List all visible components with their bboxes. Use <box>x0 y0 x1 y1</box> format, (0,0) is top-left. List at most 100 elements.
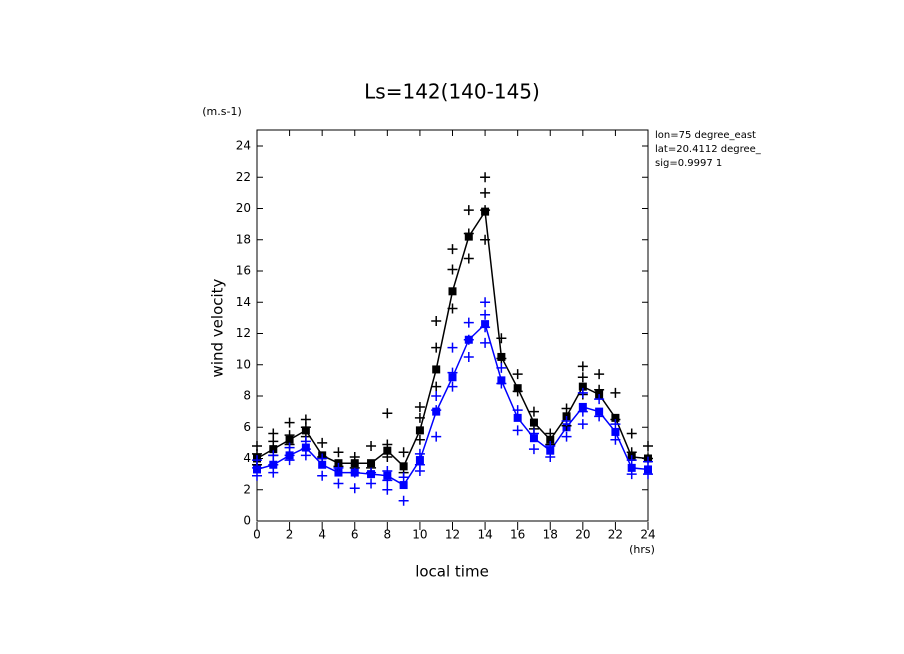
cross-marker <box>545 428 556 439</box>
cross-marker <box>349 451 360 462</box>
cross-marker <box>333 447 344 458</box>
cross-marker <box>300 450 311 461</box>
cross-marker <box>317 470 328 481</box>
cross-marker <box>594 411 605 422</box>
point-marker <box>399 462 408 471</box>
cross-marker <box>431 405 442 416</box>
cross-marker <box>545 451 556 462</box>
cross-marker <box>382 439 393 450</box>
y-tick-label: 16 <box>236 264 251 278</box>
cross-marker <box>463 228 474 239</box>
x-axis-label: local time <box>415 563 489 581</box>
cross-marker <box>561 431 572 442</box>
cross-marker <box>414 401 425 412</box>
point-marker <box>611 427 620 436</box>
cross-marker <box>594 369 605 380</box>
cross-marker <box>252 470 262 481</box>
y-tick-label: 14 <box>236 295 251 309</box>
cross-marker <box>577 372 588 383</box>
cross-marker <box>480 172 491 183</box>
cross-marker <box>528 406 539 417</box>
cross-marker <box>512 386 523 397</box>
cross-marker <box>382 408 393 419</box>
cross-marker <box>431 316 442 326</box>
point-marker <box>627 463 636 472</box>
x-tick-label: 20 <box>575 528 590 542</box>
cross-marker <box>366 467 377 478</box>
cross-marker <box>463 253 474 264</box>
cross-marker <box>414 434 425 445</box>
y-tick-label: 24 <box>236 139 251 153</box>
x-tick-label: 2 <box>286 528 294 542</box>
cross-marker <box>577 361 588 372</box>
cross-marker <box>463 317 474 328</box>
point-marker <box>448 287 457 296</box>
cross-marker <box>512 425 523 436</box>
annotation: lat=20.4112 degree_ <box>655 144 762 155</box>
cross-marker <box>561 403 572 414</box>
cross-marker <box>610 387 621 398</box>
point-marker <box>383 446 392 455</box>
cross-marker <box>463 351 474 362</box>
cross-marker <box>300 422 311 433</box>
cross-marker <box>577 406 588 417</box>
cross-marker <box>268 450 279 461</box>
cross-marker <box>398 472 409 483</box>
cross-marker <box>545 441 556 451</box>
cross-marker <box>643 469 653 480</box>
cross-marker <box>480 234 491 245</box>
cross-marker <box>382 451 393 462</box>
x-tick-label: 0 <box>253 528 261 542</box>
cross-marker <box>447 244 458 255</box>
cross-marker <box>512 405 523 416</box>
cross-marker <box>414 466 425 476</box>
cross-marker <box>561 416 572 426</box>
cross-marker <box>496 333 507 344</box>
cross-marker <box>480 187 491 198</box>
cross-marker <box>398 447 409 458</box>
cross-marker <box>480 297 491 308</box>
cross-marker <box>333 462 344 473</box>
cross-marker <box>431 381 442 392</box>
cross-marker <box>463 334 474 345</box>
y-tick-label: 20 <box>236 201 251 215</box>
cross-marker <box>431 342 442 353</box>
cross-marker <box>610 419 621 430</box>
cross-marker <box>333 478 344 489</box>
x-tick-label: 4 <box>318 528 326 542</box>
cross-marker <box>366 441 377 451</box>
x-tick-label: 24 <box>640 528 655 542</box>
y-axis-label: wind velocity <box>209 278 227 377</box>
point-marker <box>399 481 408 490</box>
cross-marker <box>594 384 605 395</box>
cross-marker <box>496 353 507 364</box>
x-unit: (hrs) <box>629 543 655 556</box>
cross-marker <box>447 264 458 275</box>
y-tick-label: 2 <box>243 482 251 496</box>
cross-marker <box>382 475 393 486</box>
cross-marker <box>398 495 409 506</box>
cross-marker <box>480 322 491 333</box>
y-tick-label: 10 <box>236 357 251 371</box>
y-tick-label: 18 <box>236 232 251 246</box>
cross-marker <box>643 441 653 451</box>
cross-marker <box>626 469 637 480</box>
y-tick-label: 22 <box>236 170 251 184</box>
cross-marker <box>284 417 295 428</box>
cross-marker <box>431 431 442 442</box>
x-tick-label: 22 <box>608 528 623 542</box>
x-tick-label: 16 <box>510 528 525 542</box>
x-tick-label: 8 <box>384 528 392 542</box>
x-tick-label: 12 <box>445 528 460 542</box>
cross-marker <box>414 412 425 423</box>
cross-marker <box>447 342 458 353</box>
cross-marker <box>643 456 653 467</box>
point-marker <box>318 460 327 469</box>
cross-marker <box>366 478 377 489</box>
y-tick-label: 6 <box>243 420 251 434</box>
cross-marker <box>626 455 637 466</box>
x-tick-label: 18 <box>543 528 558 542</box>
annotation: sig=0.9997 1 <box>655 158 722 169</box>
cross-marker <box>349 467 360 478</box>
